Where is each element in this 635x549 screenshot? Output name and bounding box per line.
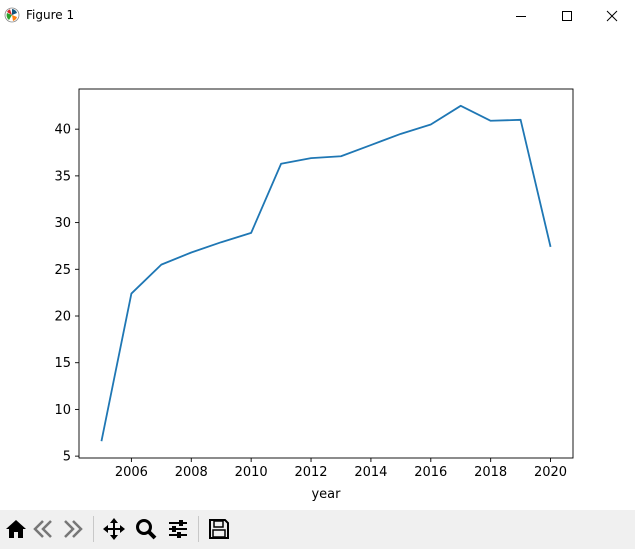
zoom-button[interactable] <box>132 515 160 543</box>
x-tick-label: 2016 <box>414 465 447 480</box>
title-bar: Figure 1 <box>0 0 635 31</box>
back-icon <box>33 520 52 538</box>
x-tick-label: 2018 <box>474 465 507 480</box>
navigation-toolbar <box>0 510 635 549</box>
toolbar-separator <box>93 516 94 542</box>
close-icon <box>606 10 618 21</box>
maximize-button[interactable] <box>544 0 590 31</box>
x-tick-label: 2006 <box>115 465 148 480</box>
zoom-icon <box>136 519 157 540</box>
pan-button[interactable] <box>100 515 128 543</box>
matplotlib-logo-icon <box>4 7 20 23</box>
minimize-icon <box>516 15 526 17</box>
window-title: Figure 1 <box>26 8 75 22</box>
y-tick-label: 30 <box>54 216 71 231</box>
figure-canvas[interactable]: 2006 2008 2010 2012 2014 2016 2018 2020 5 10 15 20… <box>0 31 635 510</box>
x-tick-label: 2014 <box>354 465 387 480</box>
line-chart: 2006 2008 2010 2012 2014 2016 2018 2020 5 10 15 20… <box>54 88 574 502</box>
series-line-0 <box>100 104 552 442</box>
x-tick-label: 2012 <box>294 465 327 480</box>
back-button[interactable] <box>30 515 58 543</box>
pan-icon <box>103 518 125 540</box>
y-tick-label: 15 <box>54 356 71 371</box>
y-tick-label: 35 <box>54 169 71 184</box>
home-icon <box>6 520 26 538</box>
forward-icon <box>64 520 83 538</box>
home-button[interactable] <box>2 515 30 543</box>
toolbar-separator <box>198 516 199 542</box>
axes-frame <box>78 88 574 459</box>
configure-subplots-icon <box>169 520 187 538</box>
y-tick-label: 20 <box>54 310 71 325</box>
close-button[interactable] <box>589 0 635 31</box>
x-axis-label: year <box>311 487 341 502</box>
x-tick-label: 2010 <box>235 465 268 480</box>
x-tick-label: 2020 <box>534 465 567 480</box>
forward-button[interactable] <box>58 515 86 543</box>
plot-area <box>79 89 573 458</box>
save-button[interactable] <box>205 515 233 543</box>
save-icon <box>209 519 229 539</box>
y-tick-label: 5 <box>63 450 71 465</box>
y-tick-label: 25 <box>54 263 71 278</box>
configure-subplots-button[interactable] <box>164 515 192 543</box>
maximize-icon <box>562 10 572 21</box>
y-tick-label: 10 <box>54 403 71 418</box>
y-tick-label: 40 <box>54 123 71 138</box>
minimize-button[interactable] <box>498 0 544 31</box>
x-tick-label: 2008 <box>175 465 208 480</box>
